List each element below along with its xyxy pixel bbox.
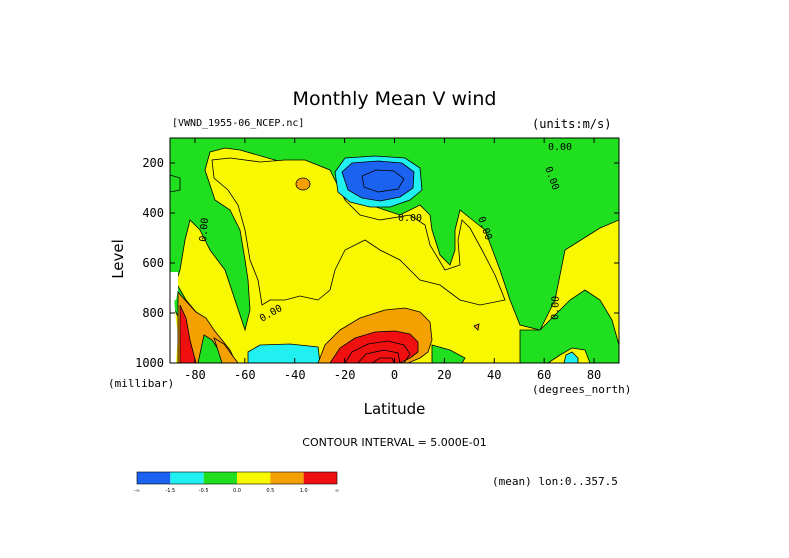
colorbar-label: 0.5: [266, 488, 274, 494]
x-tick-label: -20: [334, 368, 356, 382]
field-orange-40n: [473, 323, 480, 331]
field-cyan-spot: [563, 351, 579, 363]
contour-label: 0.00: [398, 213, 422, 224]
contour-label: 0.00: [198, 217, 211, 242]
x-tick-label: -80: [184, 368, 206, 382]
x-tick-label: 0: [391, 368, 398, 382]
colorbar-label: -0.5: [199, 488, 209, 494]
field-red-contours: [344, 340, 411, 363]
heatmap-field: [170, 138, 619, 363]
contour-interval-label: CONTOUR INTERVAL = 5.000E-01: [302, 436, 487, 449]
chart-title: Monthly Mean V wind: [292, 88, 497, 110]
field-missing-south: [170, 272, 178, 302]
contour-label: 0.00: [550, 296, 562, 320]
x-tick-label: 20: [437, 368, 451, 382]
colorbar-swatch: [270, 472, 304, 484]
colorbar-swatch: [303, 472, 337, 484]
units-label: (units:m/s): [532, 117, 612, 131]
x-tick-label: 80: [587, 368, 601, 382]
y-axis-title: Level: [108, 239, 127, 279]
field-cyan-lower: [247, 343, 321, 363]
x-tick-label: -60: [234, 368, 256, 382]
y-tick-label: 600: [142, 256, 164, 270]
x-axis-title: Latitude: [363, 400, 426, 418]
field-orange-spot: [295, 177, 311, 191]
colorbar-label: 0.0: [233, 488, 241, 494]
colorbar-swatch: [137, 472, 171, 484]
x-axis: -80 -60 -40 -20 0 20 40 60 80: [184, 138, 601, 382]
x-tick-label: 60: [537, 368, 551, 382]
dataset-file-label: [VWND_1955-06_NCEP.nc]: [172, 118, 305, 129]
colorbar-swatch: [170, 472, 204, 484]
x-tick-label: -40: [284, 368, 306, 382]
colorbar-label: -∞: [134, 488, 140, 494]
colorbar-label: 1.0: [300, 488, 308, 494]
y-tick-label: 1000: [135, 356, 164, 370]
field-orange-south-2: [213, 337, 239, 363]
contour-label: 0.00: [548, 142, 572, 153]
field-missing-south-2: [170, 298, 178, 363]
colorbar-swatch: [237, 472, 271, 484]
field-blue-contour-inner: [361, 169, 405, 193]
mean-longitude-label: (mean) lon:0..357.5: [492, 475, 618, 488]
colorbar-frame: [136, 471, 338, 485]
field-red-south: [179, 304, 197, 363]
y-axis: 200 400 600 800 1000: [135, 156, 619, 370]
y-axis-unit: (millibar): [108, 377, 175, 390]
y-tick-label: 200: [142, 156, 164, 170]
field-green-north-low: [519, 289, 619, 363]
y-tick-label: 400: [142, 206, 164, 220]
x-tick-label: 40: [487, 368, 501, 382]
field-green-spot-2: [431, 344, 466, 363]
colorbar-label: ∞: [335, 488, 339, 494]
colorbar: -∞ -1.5 -0.5 0.0 0.5 1.0 ∞: [134, 471, 339, 494]
y-tick-label: 800: [142, 306, 164, 320]
x-axis-unit: (degrees_north): [532, 383, 632, 396]
colorbar-label: -1.5: [165, 488, 175, 494]
field-yellow-mid: [211, 157, 506, 306]
colorbar-swatch: [203, 472, 237, 484]
field-green-spot-1: [170, 174, 181, 193]
field-blue-upper: [341, 160, 415, 202]
